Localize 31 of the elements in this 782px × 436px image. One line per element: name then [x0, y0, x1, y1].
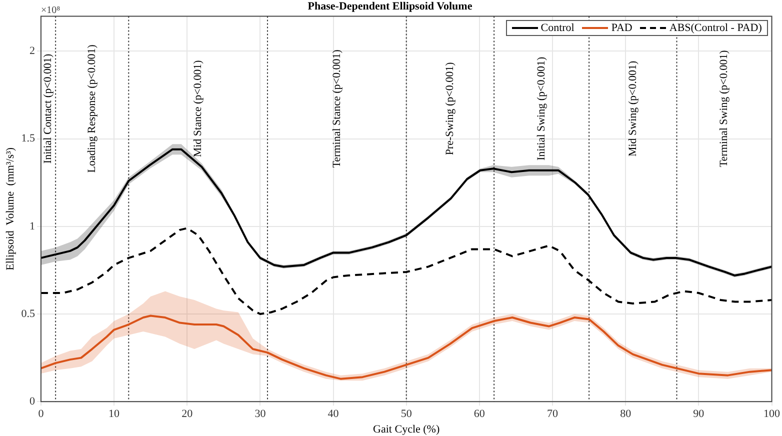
y-axis-title: Ellipsoid Volume (mm³/s³) — [4, 147, 16, 270]
x-tick-label: 80 — [620, 408, 632, 420]
y-tick-label: 1.5 — [21, 132, 36, 145]
x-tick-label: 100 — [764, 408, 780, 420]
legend-label: Control — [540, 22, 574, 34]
legend-label: ABS(Control - PAD) — [669, 22, 762, 34]
text: ×10⁸ — [40, 4, 61, 16]
chart-title: Phase-Dependent Ellipsoid Volume — [308, 0, 472, 12]
x-tick-label: 90 — [693, 408, 705, 420]
x-axis-title: Gait Cycle (%) — [373, 423, 440, 436]
annotation: Loading Response (p<0.001) — [86, 44, 98, 173]
annotation: Terminal Swing (p<0.001) — [718, 50, 730, 168]
x-tick-label: 10 — [108, 408, 120, 420]
annotation: Mid Swing (p<0.001) — [626, 60, 639, 157]
annotation: Mid Stance (p<0.001) — [192, 60, 204, 158]
x-tick-label: 60 — [474, 408, 486, 420]
y-tick-label: 2 — [29, 45, 35, 58]
annotation: Initial Contact (p<0.001) — [42, 53, 54, 164]
y-tick-label: 1 — [29, 220, 35, 232]
annotation: Terminal Stance (p<0.001) — [330, 49, 343, 168]
annotation: Pre-Swing (p<0.001) — [444, 62, 456, 156]
annotation: Initial Swing (p<0.001) — [535, 56, 548, 161]
x-tick-label: 50 — [400, 408, 412, 420]
y-tick-label: 0.5 — [21, 308, 36, 320]
legend-label: PAD — [611, 22, 632, 34]
x-tick-label: 70 — [547, 408, 559, 420]
x-tick-label: 20 — [182, 408, 194, 420]
x-tick-label: 0 — [38, 408, 44, 420]
x-tick-label: 30 — [254, 408, 266, 420]
x-tick-label: 40 — [328, 408, 340, 420]
y-tick-label: 0 — [29, 395, 36, 408]
